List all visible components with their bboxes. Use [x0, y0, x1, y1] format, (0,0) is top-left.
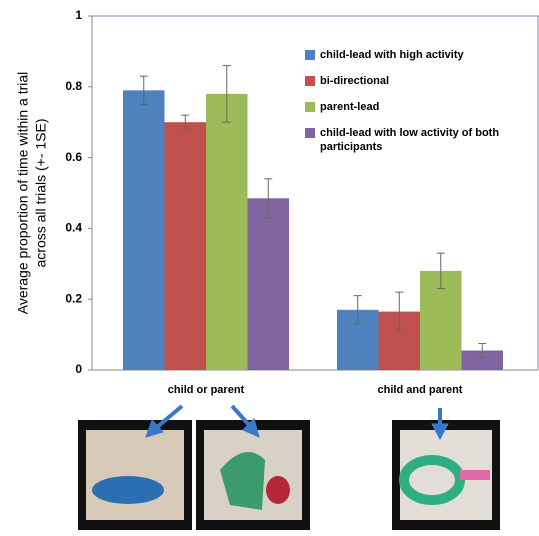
- y-tick-label: 0.6: [65, 150, 82, 164]
- legend-item: bi-directional: [305, 74, 530, 88]
- bar: [247, 198, 289, 370]
- y-tick-label: 1: [75, 8, 82, 22]
- legend-swatch: [305, 102, 315, 112]
- y-tick-label: 0.2: [65, 291, 82, 305]
- legend-label: child-lead with low activity of both par…: [320, 127, 500, 153]
- bar: [206, 93, 248, 370]
- error-bar: [436, 252, 445, 290]
- y-axis-label: across all trials (+- 1SE): [33, 119, 49, 268]
- legend-item: child-lead with high activity: [305, 48, 530, 62]
- legend-swatch: [305, 76, 315, 86]
- y-axis-label: Average proportion of time within a tria…: [15, 72, 31, 315]
- y-tick-label: 0: [75, 362, 82, 376]
- legend-swatch: [305, 50, 315, 60]
- legend-label: child-lead with high activity: [320, 49, 464, 61]
- arrows: [145, 404, 449, 441]
- legend-label: parent-lead: [320, 101, 380, 113]
- legend: child-lead with high activity bi-directio…: [305, 48, 530, 166]
- photos: [78, 420, 500, 530]
- error-bar: [139, 75, 148, 105]
- error-bar: [222, 65, 231, 123]
- legend-item: child-lead with low activity of both par…: [305, 126, 530, 154]
- error-bar: [264, 178, 273, 219]
- legend-item: parent-lead: [305, 100, 530, 114]
- error-bar: [395, 291, 404, 332]
- bar: [461, 350, 503, 370]
- error-bar: [478, 342, 487, 359]
- x-tick-label: child or parent: [168, 384, 245, 396]
- bar: [123, 90, 165, 370]
- legend-label: bi-directional: [320, 75, 390, 87]
- x-tick-label: child and parent: [378, 384, 463, 396]
- legend-swatch: [305, 128, 315, 138]
- bar: [164, 122, 206, 370]
- y-tick-label: 0.8: [65, 79, 82, 93]
- error-bar: [353, 295, 362, 325]
- y-tick-label: 0.4: [65, 221, 82, 235]
- error-bar: [181, 114, 190, 130]
